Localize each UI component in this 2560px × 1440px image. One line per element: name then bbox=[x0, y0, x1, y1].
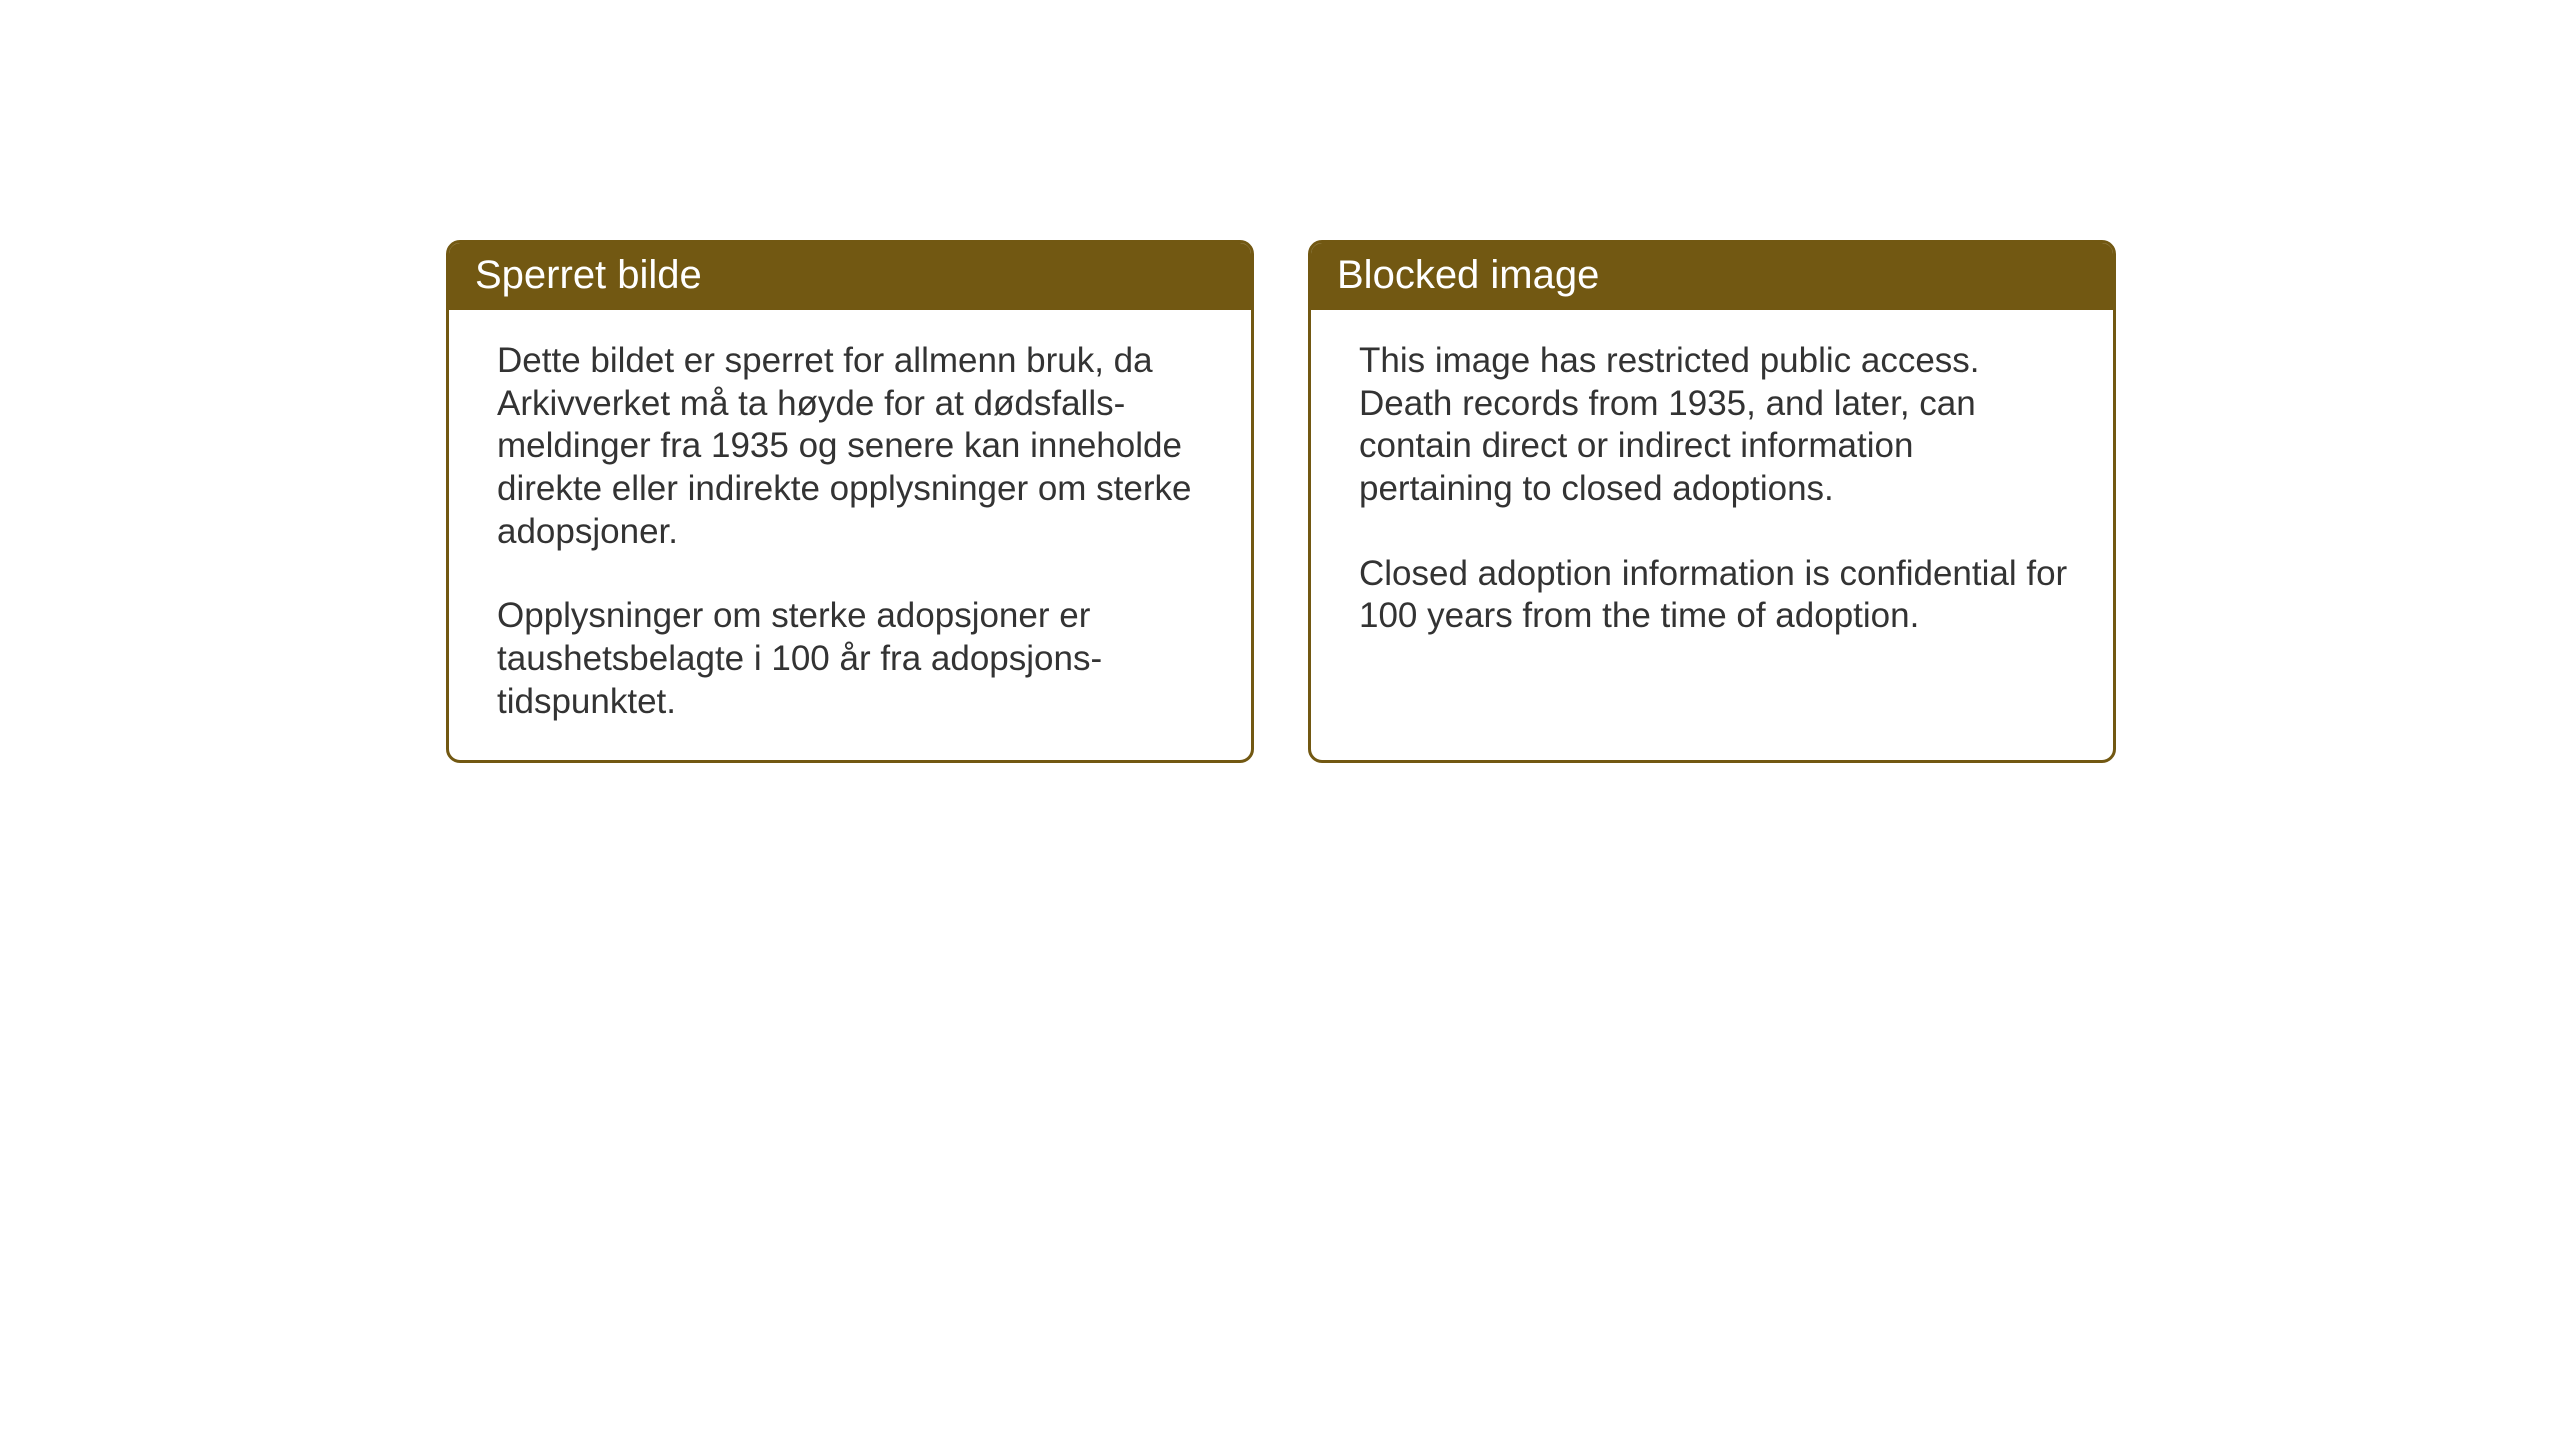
card-title-english: Blocked image bbox=[1337, 253, 1599, 297]
card-paragraph-norwegian-2: Opplysninger om sterke adopsjoner er tau… bbox=[497, 595, 1209, 723]
card-title-norwegian: Sperret bilde bbox=[475, 253, 702, 297]
card-body-english: This image has restricted public access.… bbox=[1311, 310, 2113, 674]
card-paragraph-norwegian-1: Dette bildet er sperret for allmenn bruk… bbox=[497, 340, 1209, 553]
card-body-norwegian: Dette bildet er sperret for allmenn bruk… bbox=[449, 310, 1251, 760]
card-paragraph-english-2: Closed adoption information is confident… bbox=[1359, 553, 2071, 638]
notice-container: Sperret bilde Dette bildet er sperret fo… bbox=[446, 240, 2116, 763]
card-paragraph-english-1: This image has restricted public access.… bbox=[1359, 340, 2071, 511]
notice-card-english: Blocked image This image has restricted … bbox=[1308, 240, 2116, 763]
card-header-english: Blocked image bbox=[1311, 243, 2113, 310]
card-header-norwegian: Sperret bilde bbox=[449, 243, 1251, 310]
notice-card-norwegian: Sperret bilde Dette bildet er sperret fo… bbox=[446, 240, 1254, 763]
